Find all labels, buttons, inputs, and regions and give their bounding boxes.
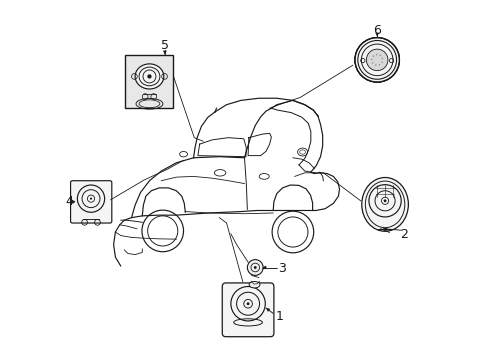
Circle shape bbox=[354, 38, 399, 82]
Text: 5: 5 bbox=[161, 39, 168, 52]
Circle shape bbox=[381, 58, 382, 59]
Circle shape bbox=[375, 54, 377, 55]
Circle shape bbox=[253, 266, 256, 269]
Circle shape bbox=[379, 55, 380, 56]
Circle shape bbox=[381, 62, 382, 63]
Ellipse shape bbox=[361, 177, 407, 231]
Circle shape bbox=[374, 64, 376, 66]
Circle shape bbox=[372, 55, 373, 57]
Circle shape bbox=[378, 64, 379, 66]
Text: 3: 3 bbox=[278, 262, 286, 275]
Circle shape bbox=[383, 199, 386, 202]
Circle shape bbox=[147, 74, 151, 78]
Circle shape bbox=[246, 302, 249, 305]
Text: 4: 4 bbox=[65, 195, 73, 208]
Circle shape bbox=[371, 62, 373, 64]
Circle shape bbox=[370, 59, 372, 60]
Bar bbox=[125, 55, 173, 108]
Circle shape bbox=[247, 260, 263, 275]
Ellipse shape bbox=[135, 64, 163, 89]
FancyBboxPatch shape bbox=[222, 283, 273, 337]
Circle shape bbox=[366, 49, 387, 71]
Text: 6: 6 bbox=[372, 24, 380, 37]
FancyBboxPatch shape bbox=[70, 181, 112, 223]
Ellipse shape bbox=[249, 282, 260, 288]
Circle shape bbox=[90, 198, 92, 200]
Text: 1: 1 bbox=[275, 310, 283, 324]
Text: 2: 2 bbox=[399, 228, 407, 241]
